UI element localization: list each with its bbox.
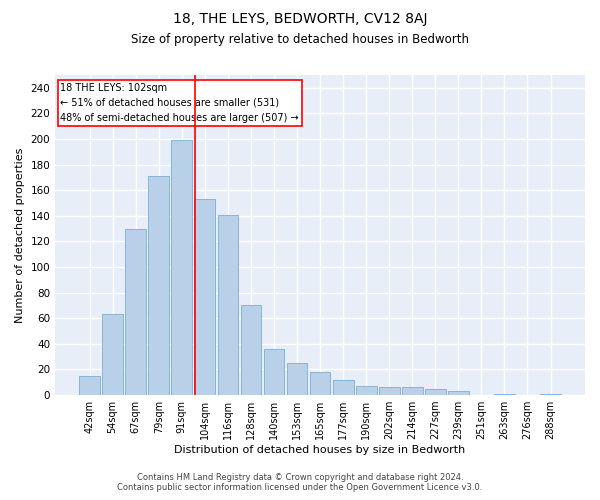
Bar — [494, 394, 515, 395]
Bar — [379, 388, 400, 395]
Bar — [333, 380, 353, 395]
Bar — [125, 228, 146, 395]
Bar — [287, 363, 307, 395]
Bar — [194, 199, 215, 395]
Text: 18, THE LEYS, BEDWORTH, CV12 8AJ: 18, THE LEYS, BEDWORTH, CV12 8AJ — [173, 12, 427, 26]
Bar — [425, 388, 446, 395]
Y-axis label: Number of detached properties: Number of detached properties — [15, 148, 25, 322]
Bar — [172, 140, 192, 395]
Bar — [218, 214, 238, 395]
Text: Contains HM Land Registry data © Crown copyright and database right 2024.
Contai: Contains HM Land Registry data © Crown c… — [118, 473, 482, 492]
Bar — [241, 306, 262, 395]
Bar — [148, 176, 169, 395]
Bar — [310, 372, 331, 395]
Bar — [448, 391, 469, 395]
Bar — [356, 386, 377, 395]
Text: 18 THE LEYS: 102sqm
← 51% of detached houses are smaller (531)
48% of semi-detac: 18 THE LEYS: 102sqm ← 51% of detached ho… — [61, 83, 299, 122]
Bar — [79, 376, 100, 395]
Bar — [263, 349, 284, 395]
Bar — [540, 394, 561, 395]
Text: Size of property relative to detached houses in Bedworth: Size of property relative to detached ho… — [131, 32, 469, 46]
Bar — [102, 314, 123, 395]
Bar — [402, 388, 422, 395]
X-axis label: Distribution of detached houses by size in Bedworth: Distribution of detached houses by size … — [175, 445, 466, 455]
